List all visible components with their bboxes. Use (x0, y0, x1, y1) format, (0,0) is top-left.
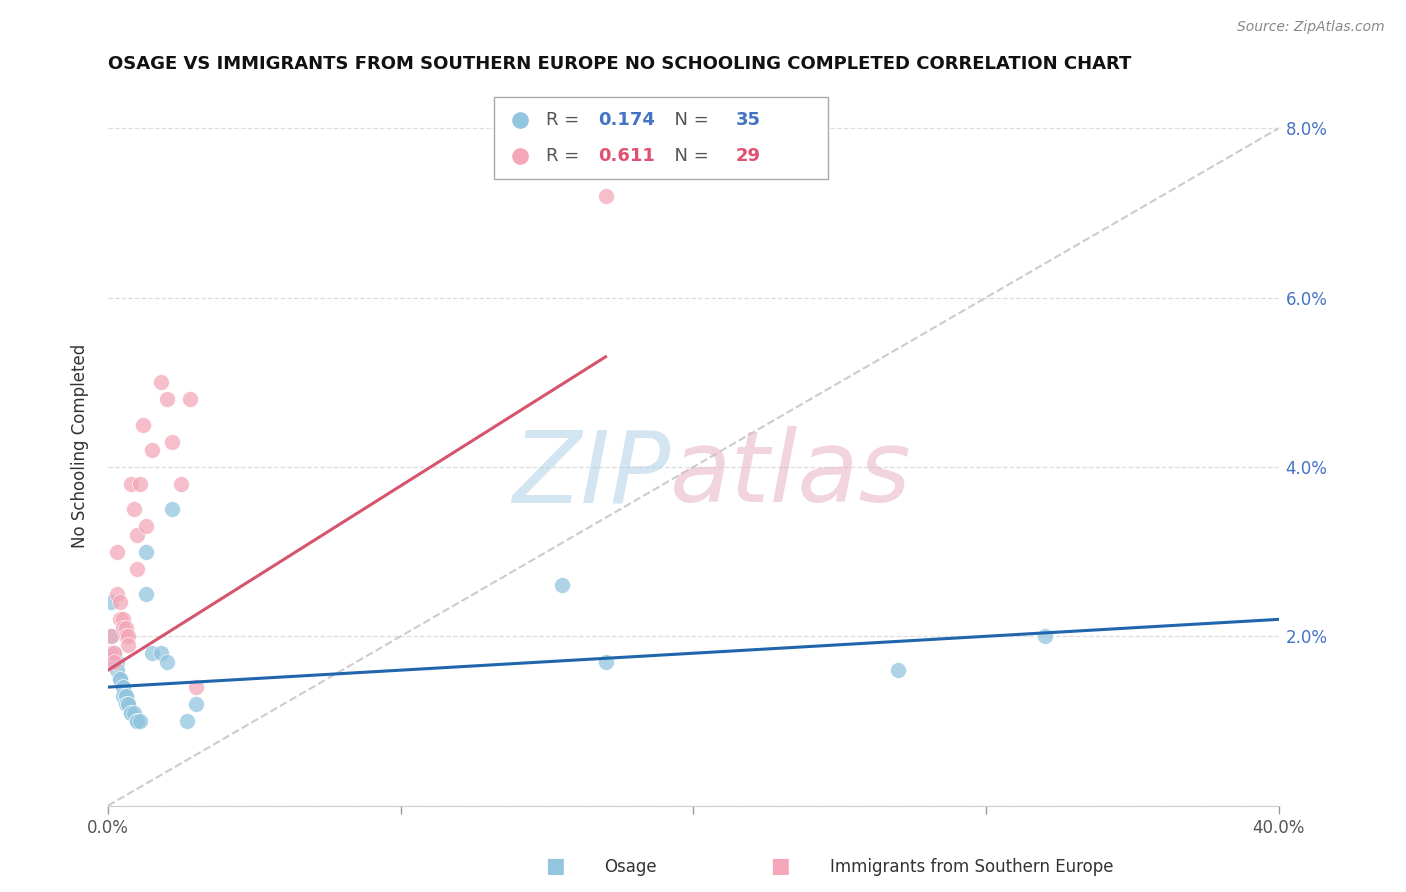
Text: 29: 29 (735, 146, 761, 165)
Point (120, 706, 142, 720)
Point (135, 519, 157, 533)
Point (114, 697, 136, 711)
Point (179, 392, 201, 406)
Point (114, 689, 136, 703)
Y-axis label: No Schooling Completed: No Schooling Completed (72, 343, 89, 548)
Point (149, 646, 172, 660)
Point (124, 706, 146, 720)
Point (111, 680, 134, 694)
Text: R =: R = (546, 146, 585, 165)
Text: 0.174: 0.174 (599, 111, 655, 128)
Point (149, 375, 172, 389)
Point (103, 655, 125, 669)
Point (108, 672, 131, 686)
Point (132, 417, 155, 432)
Point (117, 697, 139, 711)
Point (100, 646, 122, 660)
Point (127, 561, 149, 575)
Point (595, 655, 617, 669)
Text: atlas: atlas (671, 426, 911, 523)
Point (103, 646, 125, 660)
Point (162, 502, 184, 516)
Point (141, 442, 163, 457)
Point (129, 476, 152, 491)
Point (100, 629, 122, 643)
Point (595, 189, 617, 203)
Point (120, 476, 142, 491)
Point (111, 689, 134, 703)
Point (127, 714, 149, 728)
Point (170, 476, 193, 491)
Point (105, 544, 128, 558)
Point (127, 714, 149, 728)
Point (117, 638, 139, 652)
Text: R =: R = (546, 111, 585, 128)
Point (114, 621, 136, 635)
Point (127, 714, 149, 728)
Point (176, 714, 198, 728)
Point (103, 646, 125, 660)
Point (155, 392, 177, 406)
Point (162, 434, 184, 449)
Point (108, 612, 131, 626)
Point (135, 587, 157, 601)
Point (117, 697, 139, 711)
Text: Source: ZipAtlas.com: Source: ZipAtlas.com (1237, 20, 1385, 34)
Point (135, 544, 157, 558)
Point (120, 706, 142, 720)
Text: ■: ■ (770, 856, 790, 876)
Point (141, 646, 163, 660)
Point (1033, 629, 1056, 643)
Point (111, 621, 134, 635)
Point (184, 680, 207, 694)
Point (114, 689, 136, 703)
Point (111, 680, 134, 694)
Bar (495, 96, 828, 179)
Point (108, 595, 131, 609)
Point (105, 655, 128, 669)
Text: 35: 35 (735, 111, 761, 128)
Point (887, 663, 910, 677)
Point (105, 663, 128, 677)
Point (117, 629, 139, 643)
Text: Osage: Osage (605, 858, 657, 876)
Point (108, 672, 131, 686)
Text: N =: N = (664, 146, 714, 165)
Text: ■: ■ (546, 856, 565, 876)
Point (111, 612, 134, 626)
Text: OSAGE VS IMMIGRANTS FROM SOUTHERN EUROPE NO SCHOOLING COMPLETED CORRELATION CHAR: OSAGE VS IMMIGRANTS FROM SOUTHERN EUROPE… (108, 55, 1132, 73)
Point (100, 595, 122, 609)
Point (103, 655, 125, 669)
Point (105, 587, 128, 601)
Point (124, 502, 146, 516)
Point (127, 527, 149, 541)
Point (184, 697, 207, 711)
Text: N =: N = (664, 111, 714, 128)
Point (155, 655, 177, 669)
Text: ZIP: ZIP (512, 426, 671, 523)
Point (114, 629, 136, 643)
Point (550, 578, 572, 592)
Point (100, 629, 122, 643)
Point (129, 714, 152, 728)
Text: Immigrants from Southern Europe: Immigrants from Southern Europe (830, 858, 1114, 876)
Text: 0.611: 0.611 (599, 146, 655, 165)
